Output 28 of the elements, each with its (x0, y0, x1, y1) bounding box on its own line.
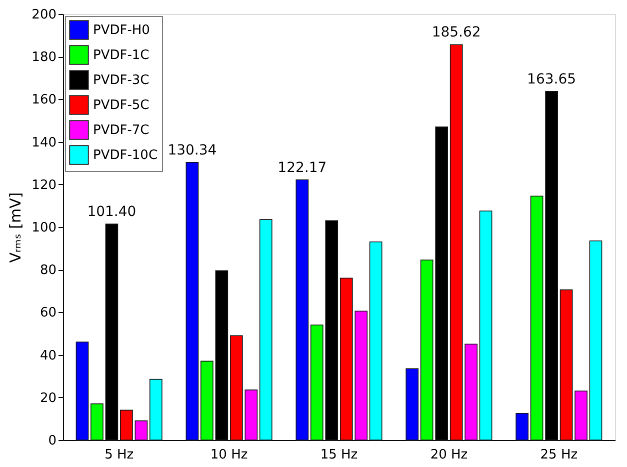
y-tick-label: 60 (40, 306, 56, 321)
x-tick-label: 20 Hz (430, 448, 468, 462)
y-tick-label: 140 (32, 135, 56, 150)
y-tick-label: 200 (32, 8, 56, 22)
y-tick-label: 40 (40, 348, 56, 364)
legend-label: PVDF-H0 (93, 23, 150, 38)
data-label: 185.62 (432, 24, 481, 41)
legend-label: PVDF-3C (93, 73, 150, 88)
data-label: 101.40 (87, 204, 136, 220)
y-tick-label: 100 (32, 220, 56, 236)
x-tick-label: 25 Hz (540, 448, 578, 462)
x-tick-label: 10 Hz (210, 448, 248, 462)
data-label: 163.65 (527, 71, 576, 88)
y-tick-label: 0 (48, 434, 56, 448)
legend-label: PVDF-1C (93, 48, 150, 63)
y-axis-title: Vᵣₘₛ [mV] (6, 192, 25, 263)
y-tick-label: 180 (32, 50, 56, 66)
legend-label: PVDF-7C (93, 123, 150, 138)
y-tick-label: 20 (40, 390, 56, 406)
legend-label: PVDF-5C (93, 98, 150, 113)
x-tick-label: 5 Hz (104, 448, 134, 462)
legend-label: PVDF-10C (93, 148, 158, 163)
y-tick-label: 80 (40, 263, 56, 278)
y-tick-label: 120 (32, 178, 56, 193)
y-tick-label: 160 (32, 92, 56, 108)
x-tick-label: 15 Hz (320, 448, 358, 462)
data-label: 130.34 (168, 142, 217, 158)
data-label: 122.17 (278, 160, 327, 176)
